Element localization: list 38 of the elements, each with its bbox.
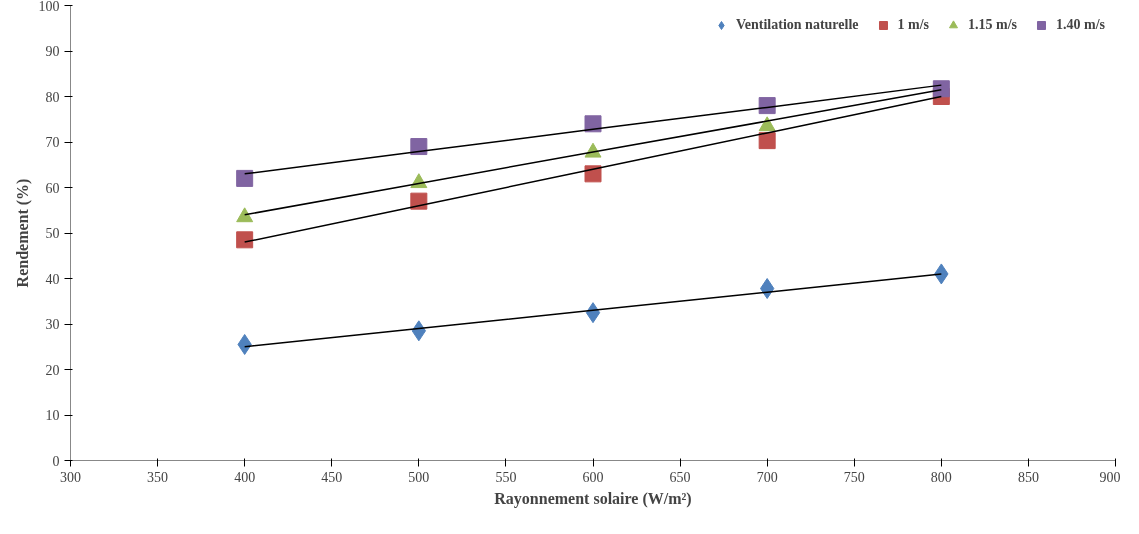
point bbox=[410, 138, 428, 156]
y-tick-label: 90 bbox=[45, 44, 60, 59]
y-tick-label: 20 bbox=[45, 362, 60, 378]
legend-label: 1.15 m/s bbox=[968, 17, 1017, 33]
legend-label: 1.40 m/s bbox=[1056, 17, 1105, 33]
y-tick-label: 80 bbox=[45, 89, 60, 105]
x-tick-label: 850 bbox=[1017, 469, 1039, 485]
point bbox=[584, 115, 602, 133]
y-tick-label: 60 bbox=[45, 180, 60, 196]
y-tick-label: 70 bbox=[45, 135, 60, 150]
x-tick-label: 500 bbox=[408, 469, 430, 485]
x-tick-label: 450 bbox=[321, 469, 343, 485]
x-axis-title: Rayonnement solaire (W/m²) bbox=[494, 489, 692, 508]
point bbox=[236, 231, 254, 249]
point bbox=[584, 165, 602, 183]
point bbox=[236, 169, 254, 187]
x-tick-label: 800 bbox=[930, 469, 952, 485]
y-tick-label: 0 bbox=[52, 453, 60, 469]
x-tick-label: 350 bbox=[147, 469, 169, 485]
x-tick-label: 400 bbox=[234, 469, 256, 485]
y-tick-label: 30 bbox=[45, 317, 60, 332]
x-tick-label: 650 bbox=[669, 469, 691, 485]
y-axis-title: Rendement (%) bbox=[13, 178, 32, 288]
x-tick-label: 300 bbox=[60, 469, 81, 485]
point bbox=[410, 192, 428, 210]
x-tick-label: 700 bbox=[756, 469, 778, 485]
x-tick-label: 600 bbox=[582, 469, 604, 485]
legend-label: 1 m/s bbox=[897, 17, 929, 33]
x-tick-label: 550 bbox=[495, 469, 517, 485]
y-tick-label: 10 bbox=[45, 408, 60, 423]
x-tick-label: 750 bbox=[843, 469, 865, 485]
point bbox=[758, 132, 776, 150]
point bbox=[758, 97, 776, 115]
legend-label: Ventilation naturelle bbox=[735, 17, 859, 33]
y-tick-label: 50 bbox=[45, 226, 60, 241]
x-tick-label: 900 bbox=[1099, 469, 1121, 485]
y-tick-label: 100 bbox=[38, 0, 60, 14]
y-tick-label: 40 bbox=[45, 271, 60, 287]
